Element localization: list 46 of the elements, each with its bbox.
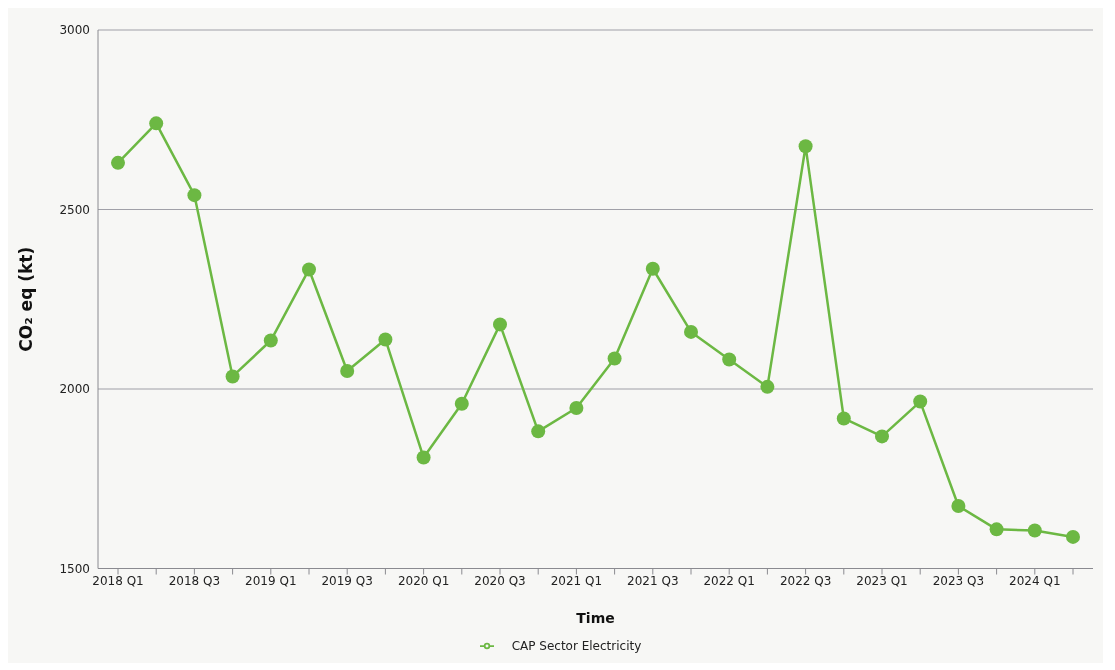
y-tick-label: 2500 bbox=[59, 202, 90, 217]
x-tick-label: 2024 Q1 bbox=[1009, 574, 1061, 589]
x-tick-label: 2019 Q3 bbox=[321, 574, 373, 589]
point bbox=[1027, 523, 1042, 538]
point bbox=[913, 394, 928, 409]
point bbox=[607, 351, 622, 366]
point bbox=[569, 401, 584, 416]
point bbox=[951, 499, 966, 514]
y-tick-label: 1500 bbox=[59, 561, 90, 576]
y-tick-label: 3000 bbox=[59, 23, 90, 38]
point bbox=[263, 333, 278, 348]
x-tick-label: 2023 Q1 bbox=[856, 574, 908, 589]
y-tick-label: 2000 bbox=[59, 382, 90, 397]
point bbox=[798, 139, 813, 154]
x-tick-label: 2023 Q3 bbox=[932, 574, 985, 589]
point bbox=[875, 429, 889, 444]
point bbox=[149, 116, 164, 131]
x-tick-label: 2020 Q3 bbox=[474, 574, 526, 589]
x-tick-label: 2022 Q3 bbox=[779, 574, 832, 589]
x-tick-label: 2021 Q3 bbox=[627, 574, 679, 589]
point bbox=[989, 522, 1004, 537]
point bbox=[302, 262, 316, 277]
x-tick-label: 2018 Q1 bbox=[92, 574, 144, 589]
point bbox=[225, 369, 240, 384]
legend-label: CAP Sector Electricity bbox=[511, 638, 642, 653]
point bbox=[454, 396, 469, 411]
point bbox=[187, 188, 202, 203]
point bbox=[111, 155, 125, 170]
x-tick-label: 2019 Q1 bbox=[245, 574, 297, 589]
point bbox=[722, 352, 737, 367]
point bbox=[531, 424, 546, 439]
x-axis-title: Time bbox=[576, 609, 615, 626]
point bbox=[1066, 529, 1080, 544]
point bbox=[416, 450, 431, 465]
point bbox=[340, 364, 355, 379]
x-tick-label: 2020 Q1 bbox=[397, 574, 450, 589]
point bbox=[760, 379, 775, 394]
point bbox=[684, 324, 698, 339]
x-tick-label: 2022 Q1 bbox=[703, 574, 755, 589]
point bbox=[645, 261, 660, 276]
point bbox=[378, 332, 393, 347]
x-tick-label: 2021 Q1 bbox=[550, 574, 603, 589]
point bbox=[836, 411, 851, 426]
y-axis-title: CO₂ eq (kt) bbox=[16, 246, 37, 352]
point bbox=[493, 317, 507, 332]
x-tick-label: 2018 Q3 bbox=[168, 574, 221, 589]
